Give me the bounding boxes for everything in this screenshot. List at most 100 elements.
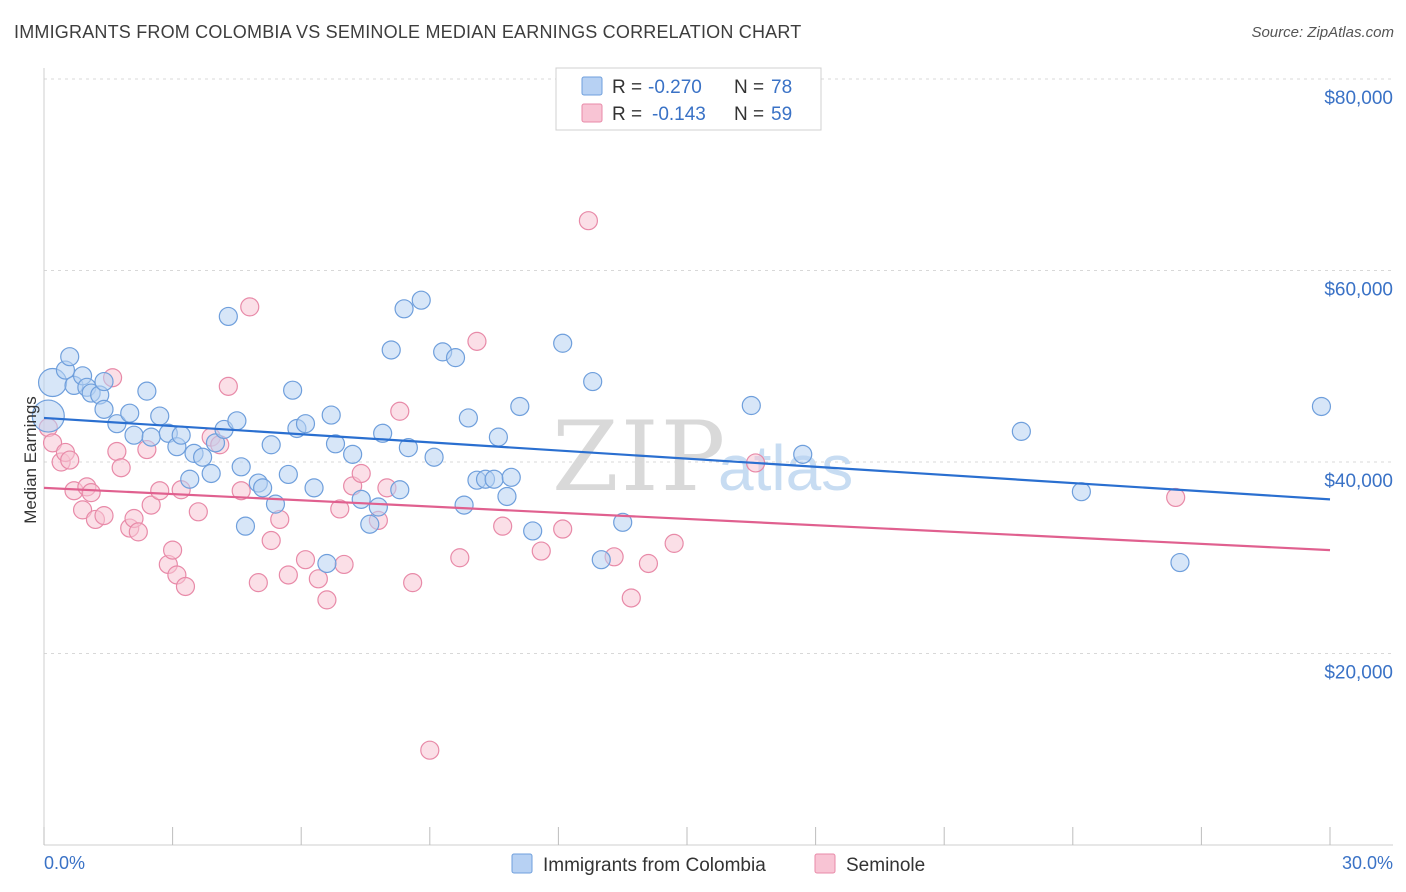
colombia-point: [458, 408, 478, 428]
legend-n-value-2: 59: [771, 104, 792, 125]
colombia-point: [1170, 552, 1190, 573]
colombia-point: [141, 427, 161, 447]
colombia-point: [235, 516, 256, 536]
colombia-point: [120, 403, 140, 423]
colombia-point: [424, 447, 444, 467]
seminole-point: [621, 588, 641, 608]
colombia-point: [137, 381, 157, 401]
seminole-point: [638, 553, 659, 574]
seminole-point: [450, 548, 470, 568]
seminole-point: [60, 450, 80, 470]
legend-n-value-1: 78: [771, 77, 792, 98]
colombia-point: [218, 306, 238, 327]
seminole-point: [94, 506, 114, 526]
colombia-point: [591, 550, 611, 570]
colombia-point: [278, 464, 298, 485]
gridlines: $20,000 $40,000 $60,000 $80,000: [44, 78, 1393, 684]
y-axis-label: Median Earnings: [21, 396, 40, 524]
seminole-point: [317, 590, 337, 610]
colombia-point: [583, 371, 603, 392]
seminole-point: [553, 519, 573, 539]
colombia-point: [497, 486, 517, 507]
seminole-point: [403, 573, 423, 593]
seminole-point: [218, 376, 238, 396]
y-tick-label: $20,000: [1324, 663, 1393, 684]
y-tick-label: $80,000: [1324, 88, 1393, 109]
series-label-seminole: Seminole: [846, 855, 925, 876]
legend-n-label-1: N =: [734, 77, 764, 98]
series-swatch-seminole: [814, 853, 836, 874]
colombia-point: [523, 521, 543, 541]
seminole-point: [531, 541, 551, 561]
x-tick-min: 0.0%: [44, 853, 85, 873]
seminole-point: [308, 569, 328, 589]
colombia-point: [510, 396, 530, 417]
colombia-point: [394, 299, 414, 319]
trend-lines: [43, 416, 1331, 552]
colombia-point: [343, 444, 363, 464]
x-tick-max: 30.0%: [1342, 853, 1393, 873]
legend-n-label-2: N =: [734, 104, 764, 125]
colombia-point: [295, 414, 316, 434]
axes: [43, 68, 1393, 846]
seminole-point: [467, 331, 487, 351]
colombia-point: [445, 348, 466, 368]
colombia-point: [231, 457, 251, 477]
seminole-point: [150, 481, 170, 501]
legend-r-label-2: R =: [612, 104, 642, 125]
seminole-point: [163, 540, 183, 560]
seminole-point: [231, 481, 251, 501]
colombia-point: [360, 514, 380, 534]
seminole-point: [81, 483, 101, 503]
seminole-point: [175, 576, 196, 597]
colombia-point: [454, 495, 474, 515]
colombia-point: [283, 380, 303, 400]
colombia-point: [325, 434, 346, 454]
colombia-point: [488, 427, 508, 447]
watermark-zip: ZIP: [552, 401, 727, 513]
legend-swatch-pink: [581, 103, 603, 123]
seminole-point: [42, 433, 63, 453]
colombia-point: [390, 480, 410, 500]
colombia-point: [317, 553, 337, 574]
colombia-point: [368, 497, 388, 517]
colombia-point: [321, 405, 341, 425]
colombia-point: [261, 435, 281, 455]
colombia-point: [1071, 482, 1091, 502]
colombia-point: [31, 399, 65, 433]
seminole-point: [188, 502, 208, 522]
source-label: Source: ZipAtlas.com: [1251, 24, 1394, 41]
series-label-colombia: Immigrants from Colombia: [543, 855, 766, 876]
y-tick-label: $60,000: [1324, 280, 1393, 301]
seminole-point: [72, 500, 93, 520]
seminole-point: [493, 516, 513, 536]
colombia-point: [381, 340, 401, 360]
seminole-point: [664, 533, 684, 553]
colombia-point: [351, 489, 371, 509]
colombia-point: [411, 290, 431, 310]
correlation-legend: R = -0.270 N = 78 R = -0.143 N = 59: [555, 67, 822, 131]
seminole-point: [248, 573, 268, 593]
colombia-points: [31, 290, 1332, 574]
seminole-point: [141, 495, 161, 515]
seminole-point: [1166, 487, 1186, 508]
colombia-point: [398, 438, 418, 458]
chart-title: IMMIGRANTS FROM COLOMBIA VS SEMINOLE MED…: [14, 22, 802, 42]
legend-swatch-blue: [581, 76, 603, 96]
seminole-point: [351, 463, 371, 484]
colombia-point: [793, 444, 813, 464]
seminole-point: [330, 499, 350, 519]
colombia-point: [193, 447, 213, 467]
colombia-point: [94, 399, 114, 419]
colombia-point: [201, 463, 221, 484]
colombia-point: [150, 406, 170, 426]
colombia-point: [253, 478, 273, 498]
seminole-point: [578, 211, 599, 231]
seminole-point: [261, 530, 281, 551]
colombia-point: [1011, 421, 1031, 441]
seminole-point: [295, 550, 316, 570]
colombia-point: [124, 425, 144, 445]
colombia-point: [613, 512, 633, 532]
colombia-point: [484, 469, 504, 489]
